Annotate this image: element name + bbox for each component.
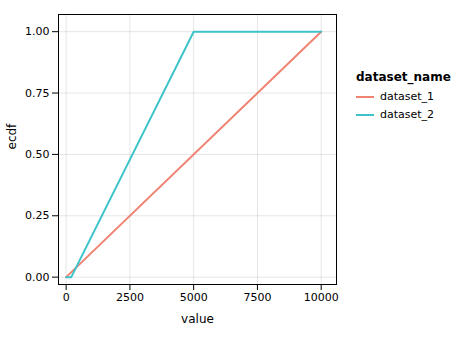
svg-text:0.75: 0.75 [25, 87, 50, 100]
svg-text:value: value [181, 312, 214, 326]
svg-text:7500: 7500 [243, 291, 271, 304]
html-text:dataset_1: dataset_1 [380, 90, 435, 103]
svg-text:0.25: 0.25 [25, 209, 50, 222]
html-text:dataset_2: dataset_2 [380, 108, 435, 121]
svg-text:1.00: 1.00 [25, 25, 50, 38]
html-text:dataset_name: dataset_name [356, 70, 451, 84]
svg-text:0.00: 0.00 [25, 271, 50, 284]
svg-text:0: 0 [63, 291, 70, 304]
svg-text:0.50: 0.50 [25, 148, 50, 161]
svg-text:2500: 2500 [116, 291, 144, 304]
svg-text:ecdf: ecdf [5, 123, 19, 150]
svg-text:10000: 10000 [304, 291, 339, 304]
svg-text:5000: 5000 [180, 291, 208, 304]
